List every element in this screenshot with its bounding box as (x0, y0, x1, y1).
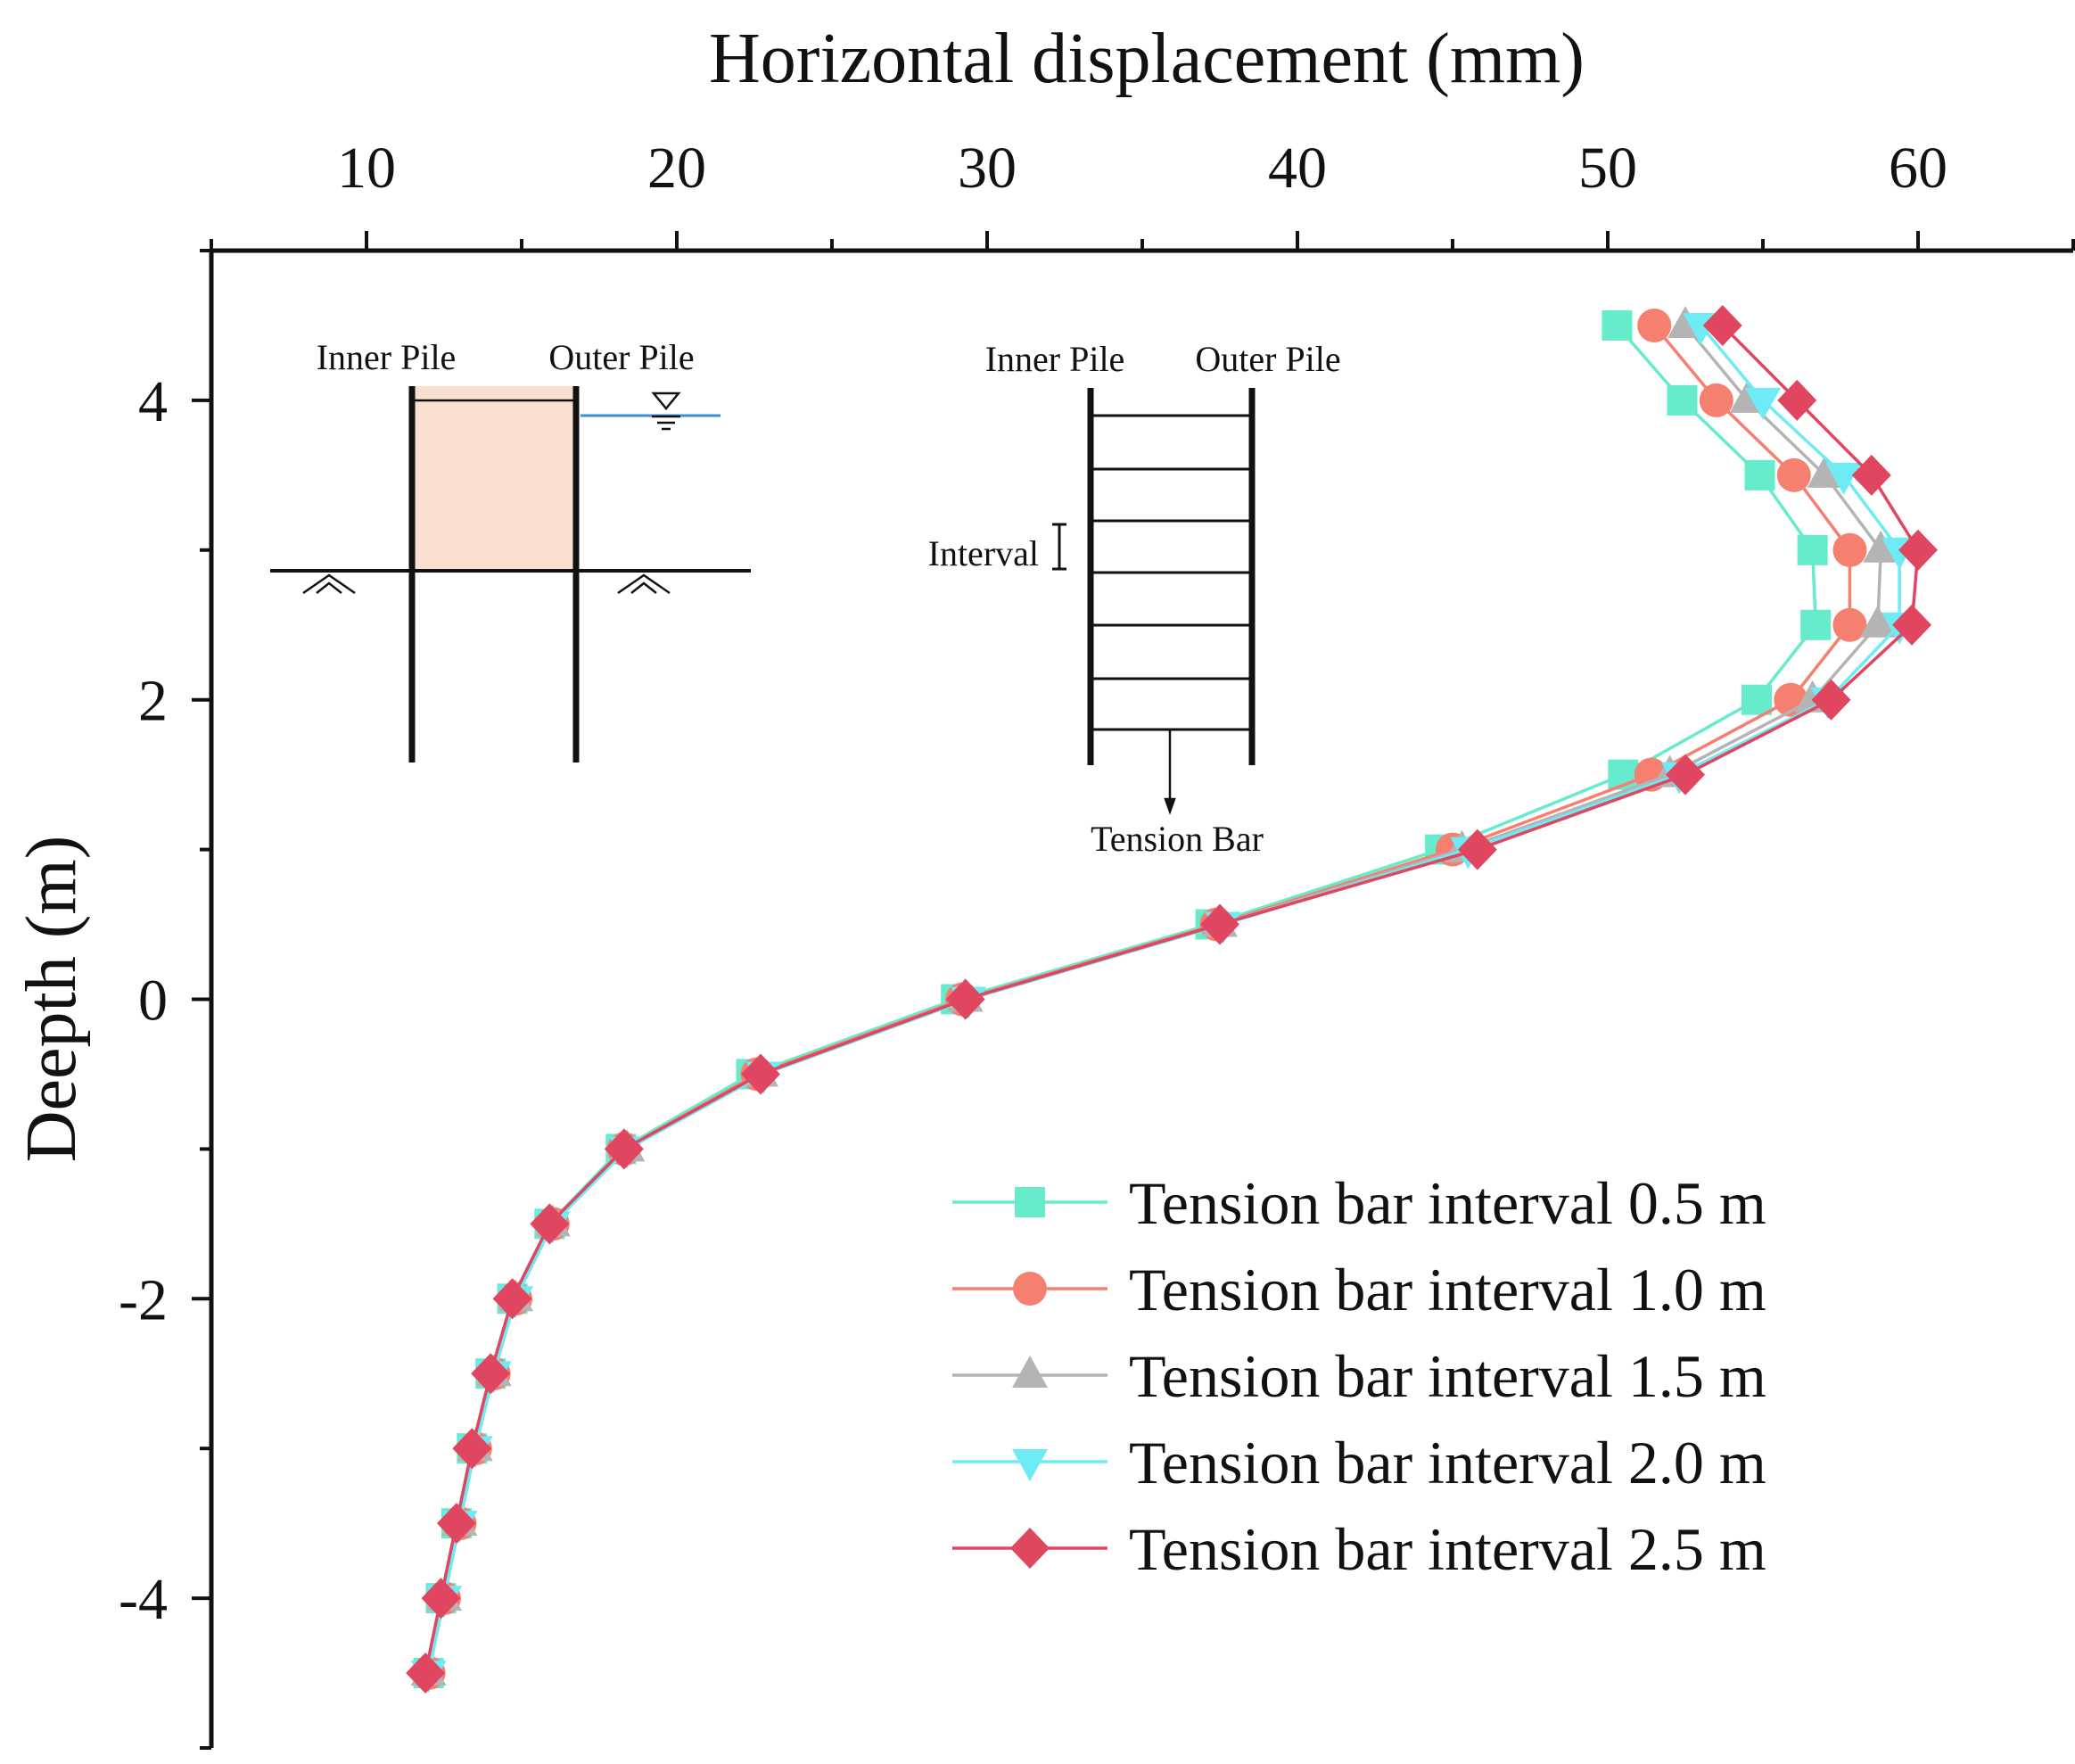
legend-item: Tension bar interval 2.0 m (952, 1429, 1766, 1496)
cofferdam-section-inset: Inner Pile Outer Pile (270, 337, 751, 762)
diamond-marker (1777, 379, 1817, 421)
inset-right-inner-pile-label: Inner Pile (985, 339, 1125, 379)
diamond-marker (471, 1353, 511, 1395)
interval-dimension-marker (1052, 523, 1066, 571)
circle-marker (1776, 457, 1811, 492)
diamond-marker (421, 1578, 461, 1620)
square-marker (1800, 609, 1832, 640)
triangle-up-marker (1863, 530, 1899, 563)
square-marker (1015, 1187, 1045, 1217)
circle-marker (1637, 308, 1672, 342)
water-level-symbol (651, 392, 681, 431)
legend-label: Tension bar interval 2.0 m (1129, 1429, 1766, 1496)
square-marker (1744, 459, 1775, 490)
y-tick-label: -2 (119, 1267, 168, 1332)
x-axis-title: Horizontal displacement (mm) (709, 20, 1585, 98)
series-5 (406, 304, 1938, 1694)
tick-marks (192, 231, 2075, 1750)
series-layer (406, 304, 1938, 1694)
diamond-marker (452, 1428, 492, 1470)
legend: Tension bar interval 0.5 m Tension bar in… (952, 1169, 1766, 1583)
diamond-marker (1702, 304, 1742, 346)
legend-item: Tension bar interval 1.0 m (952, 1256, 1766, 1323)
tension-bar-label: Tension Bar (1091, 819, 1264, 859)
triangle-down-marker (1745, 387, 1781, 420)
inset-left-inner-pile-label: Inner Pile (317, 337, 457, 377)
legend-item: Tension bar interval 1.5 m (952, 1342, 1766, 1410)
diamond-marker (604, 1128, 644, 1170)
legend-label: Tension bar interval 1.0 m (1129, 1256, 1766, 1323)
circle-marker (1699, 383, 1733, 417)
legend-label: Tension bar interval 1.5 m (1129, 1342, 1766, 1410)
legend-item: Tension bar interval 2.5 m (952, 1515, 1766, 1583)
diamond-marker (1010, 1528, 1050, 1569)
interval-label: Interval (928, 533, 1039, 573)
triangle-down-marker (1012, 1449, 1048, 1481)
triangle-down-marker (1825, 462, 1862, 495)
diamond-marker (740, 1053, 780, 1095)
x-tick-label: 60 (1889, 136, 1947, 201)
legend-label: Tension bar interval 0.5 m (1129, 1169, 1766, 1237)
diamond-marker (1898, 529, 1938, 571)
legend-label: Tension bar interval 2.5 m (1129, 1515, 1766, 1583)
diamond-marker (406, 1653, 446, 1694)
square-marker (1602, 309, 1633, 341)
inset-left-outer-pile-label: Outer Pile (548, 337, 694, 377)
diamond-marker (1457, 828, 1497, 870)
diamond-marker (945, 978, 985, 1020)
triangle-up-marker (1012, 1356, 1048, 1388)
ground-hatch-right (617, 573, 671, 595)
square-marker (1797, 534, 1828, 565)
diamond-marker (1811, 679, 1851, 721)
x-tick-label: 50 (1578, 136, 1637, 201)
circle-marker (1013, 1272, 1047, 1306)
diamond-marker (1200, 903, 1239, 945)
diamond-marker (1892, 604, 1932, 646)
triangle-up-marker (1859, 605, 1896, 638)
circle-marker (1832, 532, 1867, 567)
y-tick-label: 4 (138, 369, 168, 434)
x-tick-label: 30 (958, 136, 1017, 201)
y-axis-title: Deepth (m) (12, 836, 91, 1163)
x-tick-label: 10 (337, 136, 396, 201)
x-tick-label: 40 (1268, 136, 1327, 201)
circle-marker (1832, 607, 1867, 642)
diamond-marker (492, 1278, 532, 1320)
square-marker (1667, 384, 1698, 416)
square-marker (1742, 684, 1773, 715)
triangle-up-marker (1807, 455, 1843, 488)
inset-right-outer-pile-label: Outer Pile (1195, 339, 1340, 379)
tension-bars (1091, 414, 1252, 731)
x-tick-label: 20 (647, 136, 706, 201)
y-tick-label: 2 (138, 669, 168, 734)
tension-bar-pointer-arrow (1164, 730, 1176, 815)
soil-fill-between-piles (412, 386, 576, 570)
tension-bar-inset: Inner Pile Outer Pile Interval Tension B… (928, 339, 1341, 859)
diamond-marker (436, 1503, 476, 1545)
diamond-marker (1666, 754, 1705, 795)
y-tick-label: 0 (138, 969, 168, 1034)
diamond-marker (530, 1203, 570, 1245)
y-tick-label: -4 (119, 1567, 168, 1632)
diamond-marker (1851, 454, 1891, 496)
ground-hatch-left (302, 573, 356, 595)
legend-item: Tension bar interval 0.5 m (952, 1169, 1766, 1237)
